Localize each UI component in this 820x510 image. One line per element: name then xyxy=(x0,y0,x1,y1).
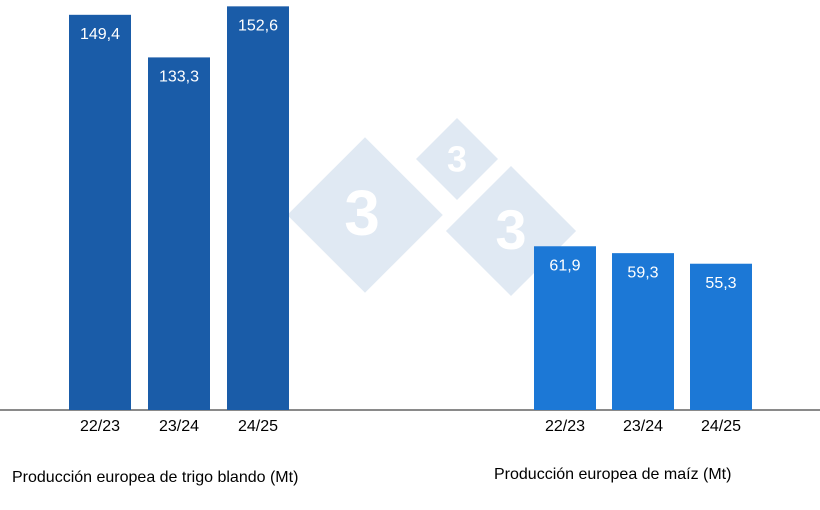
x-tick-label: 22/23 xyxy=(80,418,120,435)
x-tick-label: 23/24 xyxy=(159,418,199,435)
bar xyxy=(148,57,210,411)
value-label: 152,6 xyxy=(238,18,278,35)
chart-caption: Producción europea de trigo blando (Mt) xyxy=(12,469,298,486)
x-tick-label: 24/25 xyxy=(238,418,278,435)
bar xyxy=(612,253,674,410)
x-tick-label: 24/25 xyxy=(701,418,741,435)
x-tick-label: 23/24 xyxy=(623,418,663,435)
x-tick-label: 22/23 xyxy=(545,418,585,435)
chart-caption: Producción europea de maíz (Mt) xyxy=(494,466,731,483)
bar xyxy=(227,6,289,410)
value-label: 149,4 xyxy=(80,26,120,43)
value-label: 133,3 xyxy=(159,69,199,86)
watermark: 3 3 3 xyxy=(287,117,577,297)
logo-digit: 3 xyxy=(495,198,526,261)
bar xyxy=(690,263,752,410)
logo-digit: 3 xyxy=(447,139,467,180)
value-label: 55,3 xyxy=(705,275,736,292)
logo-diamond xyxy=(287,137,443,293)
bar xyxy=(534,246,596,410)
value-label: 61,9 xyxy=(549,257,580,274)
bar xyxy=(69,14,131,411)
value-label: 59,3 xyxy=(627,264,658,281)
logo-digit: 3 xyxy=(344,177,380,249)
